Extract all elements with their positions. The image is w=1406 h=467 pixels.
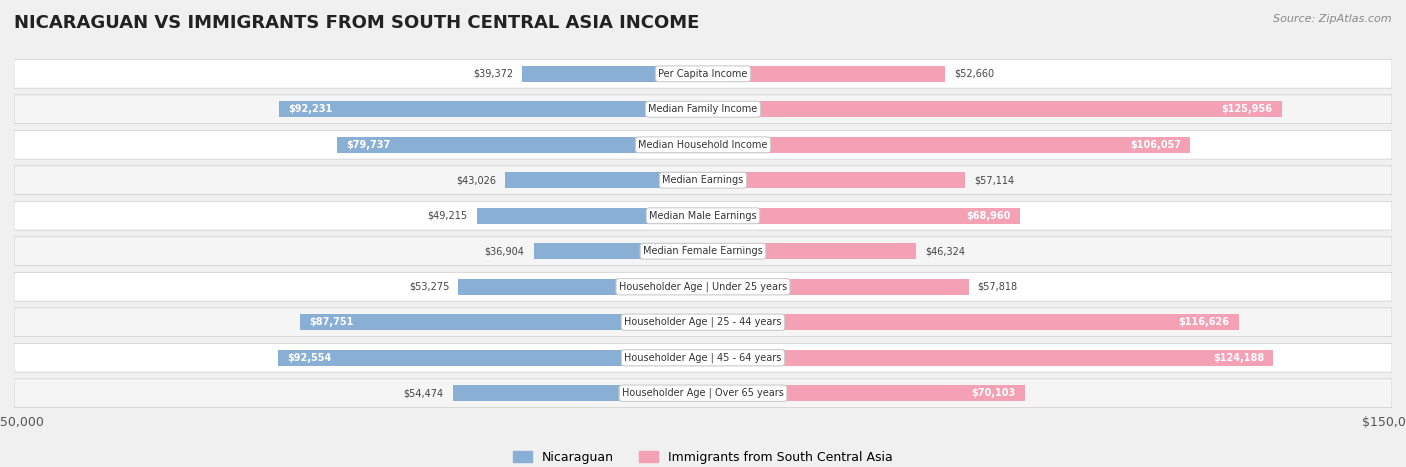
Text: $52,660: $52,660 xyxy=(955,69,994,79)
Text: $116,626: $116,626 xyxy=(1178,317,1229,327)
FancyBboxPatch shape xyxy=(14,95,1392,124)
Bar xyxy=(703,66,945,82)
Bar xyxy=(703,101,1281,117)
Text: $36,904: $36,904 xyxy=(485,246,524,256)
Bar xyxy=(477,208,703,224)
FancyBboxPatch shape xyxy=(14,130,1392,159)
Text: $68,960: $68,960 xyxy=(966,211,1011,221)
Text: Householder Age | Under 25 years: Householder Age | Under 25 years xyxy=(619,282,787,292)
Bar xyxy=(703,350,1274,366)
FancyBboxPatch shape xyxy=(14,308,1392,337)
Text: $39,372: $39,372 xyxy=(472,69,513,79)
Bar xyxy=(703,314,1239,330)
Bar xyxy=(280,101,703,117)
FancyBboxPatch shape xyxy=(14,343,1392,372)
Text: $125,956: $125,956 xyxy=(1222,104,1272,114)
Text: $92,554: $92,554 xyxy=(287,353,332,363)
FancyBboxPatch shape xyxy=(14,379,1392,408)
Text: $106,057: $106,057 xyxy=(1130,140,1181,150)
Bar xyxy=(703,243,915,259)
Text: $79,737: $79,737 xyxy=(346,140,391,150)
Text: Householder Age | 25 - 44 years: Householder Age | 25 - 44 years xyxy=(624,317,782,327)
Text: Householder Age | 45 - 64 years: Householder Age | 45 - 64 years xyxy=(624,353,782,363)
Text: NICARAGUAN VS IMMIGRANTS FROM SOUTH CENTRAL ASIA INCOME: NICARAGUAN VS IMMIGRANTS FROM SOUTH CENT… xyxy=(14,14,699,32)
FancyBboxPatch shape xyxy=(14,237,1392,266)
Text: Median Earnings: Median Earnings xyxy=(662,175,744,185)
Bar xyxy=(505,172,703,188)
Legend: Nicaraguan, Immigrants from South Central Asia: Nicaraguan, Immigrants from South Centra… xyxy=(509,446,897,467)
Bar xyxy=(703,172,966,188)
Text: $46,324: $46,324 xyxy=(925,246,965,256)
Text: Median Female Earnings: Median Female Earnings xyxy=(643,246,763,256)
Bar xyxy=(337,137,703,153)
FancyBboxPatch shape xyxy=(14,166,1392,195)
Bar xyxy=(522,66,703,82)
Text: Median Male Earnings: Median Male Earnings xyxy=(650,211,756,221)
Bar xyxy=(299,314,703,330)
Text: Per Capita Income: Per Capita Income xyxy=(658,69,748,79)
Text: $124,188: $124,188 xyxy=(1213,353,1264,363)
Bar xyxy=(703,137,1189,153)
Bar xyxy=(453,385,703,401)
Text: $54,474: $54,474 xyxy=(404,388,444,398)
Bar xyxy=(533,243,703,259)
Text: $43,026: $43,026 xyxy=(456,175,496,185)
Text: $87,751: $87,751 xyxy=(309,317,353,327)
FancyBboxPatch shape xyxy=(14,201,1392,230)
Bar xyxy=(278,350,703,366)
Text: $70,103: $70,103 xyxy=(972,388,1015,398)
FancyBboxPatch shape xyxy=(14,59,1392,88)
Bar xyxy=(703,385,1025,401)
FancyBboxPatch shape xyxy=(14,272,1392,301)
Text: Median Household Income: Median Household Income xyxy=(638,140,768,150)
Text: Householder Age | Over 65 years: Householder Age | Over 65 years xyxy=(621,388,785,398)
Text: $49,215: $49,215 xyxy=(427,211,468,221)
Bar xyxy=(703,279,969,295)
Text: $57,114: $57,114 xyxy=(974,175,1015,185)
Text: Source: ZipAtlas.com: Source: ZipAtlas.com xyxy=(1274,14,1392,24)
Text: $92,231: $92,231 xyxy=(288,104,333,114)
Bar xyxy=(458,279,703,295)
Text: Median Family Income: Median Family Income xyxy=(648,104,758,114)
Text: $53,275: $53,275 xyxy=(409,282,449,292)
Text: $57,818: $57,818 xyxy=(977,282,1018,292)
Bar xyxy=(703,208,1019,224)
